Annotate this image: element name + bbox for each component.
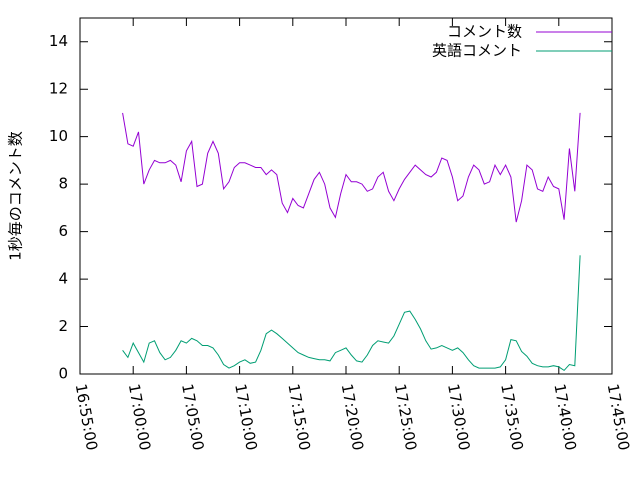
y-tick-label: 14	[49, 32, 68, 50]
y-tick-label: 8	[58, 175, 68, 193]
y-axis-label: 1秒毎のコメント数	[7, 131, 25, 261]
legend-label: 英語コメント	[432, 42, 522, 60]
series-line	[122, 112, 581, 223]
y-tick-label: 4	[58, 270, 68, 288]
y-tick-label: 2	[58, 317, 68, 335]
plot-border	[79, 17, 613, 375]
y-tick-label: 6	[58, 222, 68, 240]
series-line	[122, 255, 581, 372]
y-tick-label: 10	[49, 127, 68, 145]
y-tick-label: 0	[58, 365, 68, 383]
y-tick-label: 12	[49, 80, 68, 98]
legend-label: コメント数	[447, 23, 522, 41]
